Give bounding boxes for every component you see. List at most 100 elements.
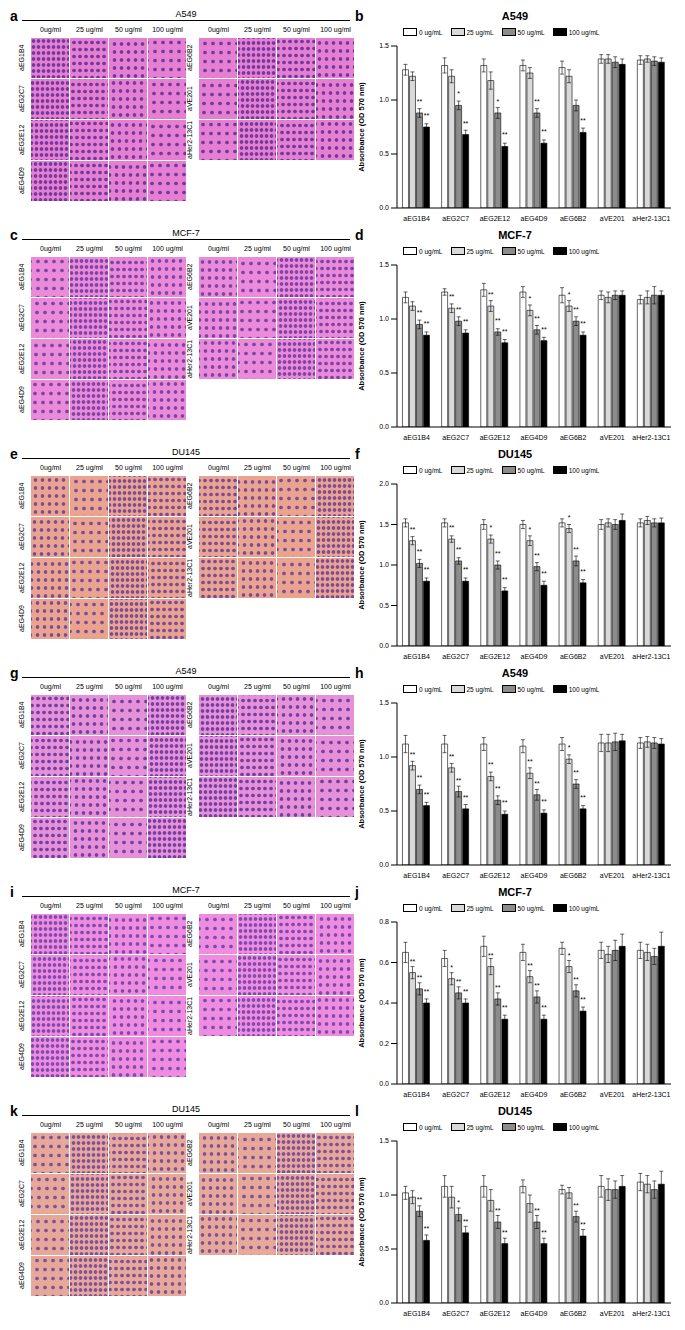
svg-text:**: ** [417,548,423,555]
svg-text:**: ** [463,1218,469,1225]
svg-text:**: ** [541,128,547,135]
svg-text:**: ** [573,976,579,983]
svg-text:*: * [450,964,453,971]
svg-text:aHer2-13C1: aHer2-13C1 [632,653,670,660]
svg-text:**: ** [580,1221,586,1228]
svg-text:aEG4D9: aEG4D9 [521,1091,548,1098]
svg-text:0.5: 0.5 [379,602,389,609]
svg-text:**: ** [534,982,540,989]
svg-text:**: ** [463,318,469,325]
svg-text:**: ** [495,317,501,324]
svg-text:**: ** [417,774,423,781]
svg-text:*: * [568,952,571,959]
svg-text:**: ** [488,291,494,298]
svg-text:Absorbance (OD 570 nm): Absorbance (OD 570 nm) [357,82,366,172]
svg-text:**: ** [417,98,423,105]
svg-text:1.0: 1.0 [379,1191,389,1198]
svg-text:*: * [496,98,499,105]
svg-text:**: ** [573,546,579,553]
svg-text:**: ** [424,988,430,995]
svg-text:aEG2E12: aEG2E12 [480,653,510,660]
svg-text:**: ** [580,320,586,327]
svg-text:aEG2E12: aEG2E12 [480,1091,510,1098]
svg-text:aHer2-13C1: aHer2-13C1 [632,434,670,441]
svg-text:0.5: 0.5 [379,369,389,376]
svg-text:aEG6B2: aEG6B2 [560,872,587,879]
svg-text:**: ** [573,769,579,776]
svg-text:aEG1B4: aEG1B4 [403,434,430,441]
svg-text:**: ** [456,777,462,784]
svg-text:**: ** [541,1229,547,1236]
svg-text:**: ** [580,568,586,575]
svg-text:2.0: 2.0 [379,480,389,487]
svg-text:1.5: 1.5 [379,521,389,528]
svg-text:**: ** [502,1229,508,1236]
svg-text:aEG6B2: aEG6B2 [560,653,587,660]
svg-text:aEG4D9: aEG4D9 [521,434,548,441]
svg-text:Absorbance (OD 570 nm): Absorbance (OD 570 nm) [357,958,366,1048]
svg-text:**: ** [449,293,455,300]
svg-text:1.5: 1.5 [379,1137,389,1144]
svg-text:**: ** [502,576,508,583]
svg-text:0.5: 0.5 [379,150,389,157]
svg-text:1.0: 1.0 [379,561,389,568]
svg-text:0.2: 0.2 [379,1040,389,1047]
svg-text:aHer2-13C1: aHer2-13C1 [632,1091,670,1098]
svg-text:aEG2C7: aEG2C7 [442,1091,469,1098]
svg-text:0.0: 0.0 [379,1299,389,1306]
svg-text:Absorbance (OD 570 nm): Absorbance (OD 570 nm) [357,520,366,610]
svg-text:**: ** [424,566,430,573]
svg-text:**: ** [417,974,423,981]
svg-text:**: ** [573,306,579,313]
svg-text:1.0: 1.0 [379,96,389,103]
svg-text:**: ** [580,996,586,1003]
svg-text:aEG6B2: aEG6B2 [560,1091,587,1098]
svg-text:**: ** [495,1207,501,1214]
svg-text:aEG1B4: aEG1B4 [403,653,430,660]
svg-text:0.0: 0.0 [379,1080,389,1087]
svg-text:*: * [457,90,460,97]
svg-text:**: ** [495,785,501,792]
svg-text:aEG2C7: aEG2C7 [442,653,469,660]
svg-text:aEG6B2: aEG6B2 [560,215,587,222]
svg-text:**: ** [541,1004,547,1011]
svg-text:aVE201: aVE201 [600,1310,625,1317]
svg-text:aEG4D9: aEG4D9 [521,872,548,879]
svg-text:aEG2C7: aEG2C7 [442,1310,469,1317]
svg-text:**: ** [580,117,586,124]
svg-text:aEG1B4: aEG1B4 [403,215,430,222]
svg-text:0.4: 0.4 [379,999,389,1006]
svg-text:aHer2-13C1: aHer2-13C1 [632,872,670,879]
svg-text:*: * [568,514,571,521]
svg-text:**: ** [534,1207,540,1214]
svg-text:aEG2E12: aEG2E12 [480,1310,510,1317]
svg-text:**: ** [573,1202,579,1209]
svg-text:Absorbance (OD 570 nm): Absorbance (OD 570 nm) [357,739,366,829]
svg-text:0.8: 0.8 [379,918,389,925]
svg-text:**: ** [410,526,416,533]
svg-text:**: ** [456,978,462,985]
svg-text:*: * [568,291,571,298]
svg-text:aVE201: aVE201 [600,1091,625,1098]
svg-text:0.0: 0.0 [379,642,389,649]
svg-text:Absorbance (OD 570 nm): Absorbance (OD 570 nm) [357,301,366,391]
svg-text:**: ** [449,524,455,531]
svg-text:**: ** [424,1225,430,1232]
svg-text:**: ** [417,1196,423,1203]
svg-text:aVE201: aVE201 [600,872,625,879]
svg-text:**: ** [463,794,469,801]
svg-text:1.5: 1.5 [379,699,389,706]
svg-text:**: ** [449,753,455,760]
svg-text:1.5: 1.5 [379,42,389,49]
svg-text:**: ** [502,328,508,335]
svg-text:**: ** [502,799,508,806]
svg-text:0.0: 0.0 [379,423,389,430]
svg-text:aEG2E12: aEG2E12 [480,215,510,222]
svg-text:1.0: 1.0 [379,753,389,760]
svg-text:*: * [457,1199,460,1206]
svg-text:**: ** [495,984,501,991]
svg-text:aEG6B2: aEG6B2 [560,1310,587,1317]
svg-text:**: ** [424,791,430,798]
svg-text:*: * [489,524,492,531]
svg-text:0.5: 0.5 [379,807,389,814]
